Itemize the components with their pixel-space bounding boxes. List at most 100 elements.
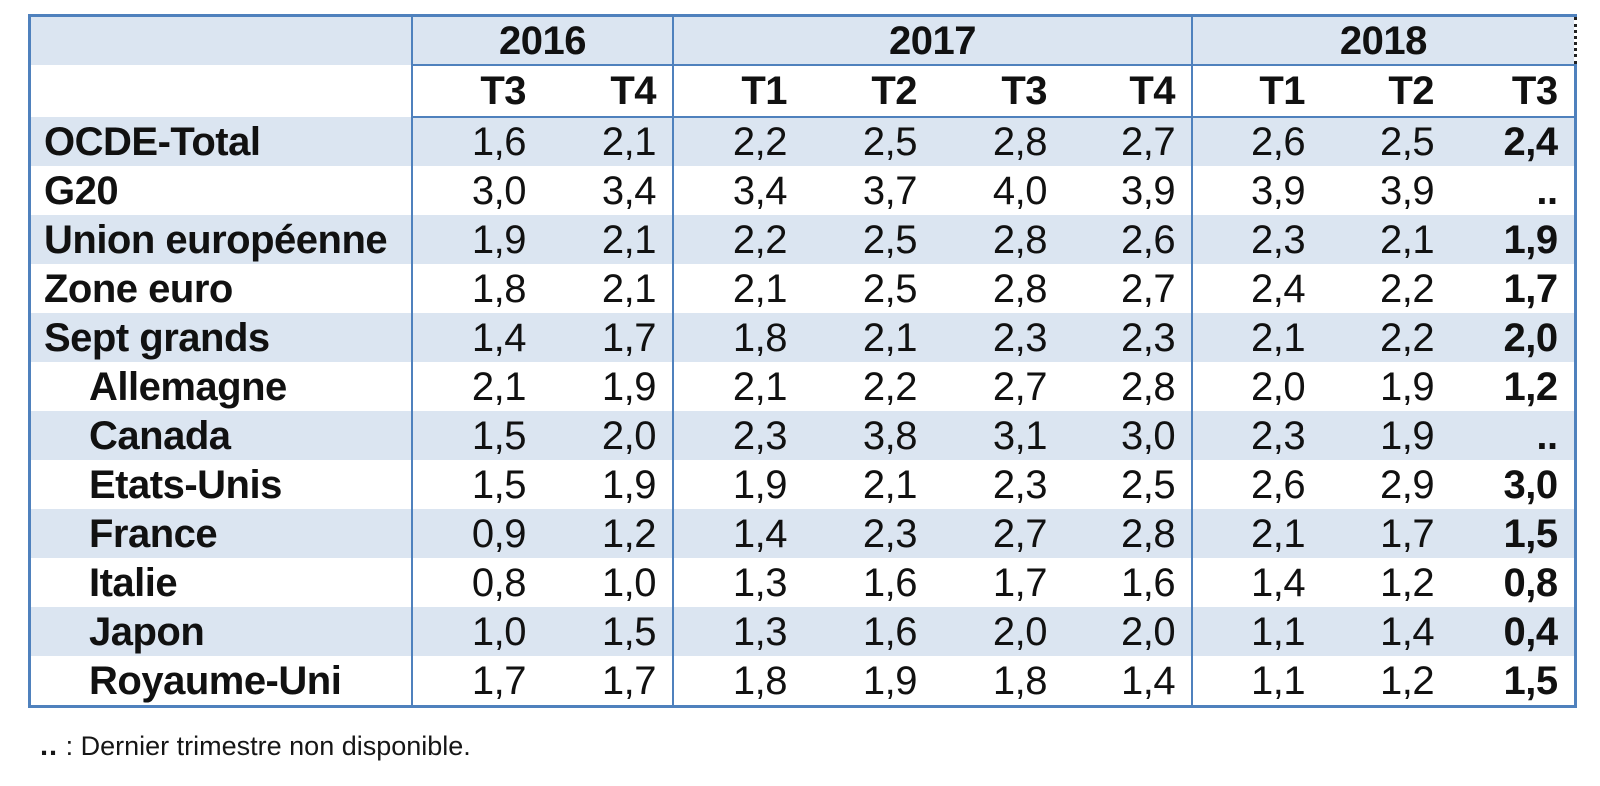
value-cell: 2,8 [1120,511,1176,556]
value-cell: 1,7 [601,315,657,360]
value-cell: 2,0 [1450,313,1577,362]
value-cell: 1,4 [1120,658,1176,703]
value-cell: 1,5 [1450,509,1577,558]
year-header-row: 2016 2017 2018 [31,17,1577,66]
value-cell: 1,2 [1379,658,1435,703]
value-cell: 2,1 [1191,509,1322,558]
value-cell: 2,2 [862,364,918,409]
value-cell: 1,4 [411,313,542,362]
value-cell: 2,7 [1120,266,1176,311]
value-cell: 1,6 [411,117,542,166]
value-cell: 1,4 [672,509,804,558]
value-cell: 2,1 [601,217,657,262]
value-cell: 2,1 [862,315,918,360]
row-label: France [89,511,218,556]
table-row: Sept grands 1,4 1,7 1,8 2,1 2,3 2,3 2,1 2,2 2,0 [31,313,1577,362]
quarter-header: T1 [1191,65,1322,118]
value-cell: 1,7 [1450,264,1577,313]
quarter-header: T3 [411,65,542,118]
value-cell: 1,2 [601,511,657,556]
value-cell: 3,1 [992,413,1048,458]
value-cell: 1,8 [672,656,804,705]
value-cell: 1,9 [1450,215,1577,264]
table-body: OCDE-Total 1,6 2,1 2,2 2,5 2,8 2,7 2,6 2,5 2,4 G20… [31,117,1577,705]
value-cell: 2,1 [601,120,657,164]
value-cell: 4,0 [992,168,1048,213]
value-cell: 3,9 [1120,168,1176,213]
value-cell: 2,3 [992,315,1048,360]
value-cell: 2,6 [1191,117,1322,166]
value-cell: 2,2 [1379,266,1435,311]
value-cell: 1,2 [1450,362,1577,411]
value-cell: 2,4 [1191,264,1322,313]
value-cell: 1,6 [1120,560,1176,605]
value-cell: 2,0 [1120,609,1176,654]
value-cell: 1,8 [411,264,542,313]
value-cell: 1,9 [672,460,804,509]
value-cell: 1,9 [1379,364,1435,409]
value-cell: 1,7 [992,560,1048,605]
quarter-header-row: T3 T4 T1 T2 T3 T4 T1 T2 T3 [31,65,1577,118]
value-cell: 2,2 [1379,315,1435,360]
value-cell: 1,8 [992,658,1048,703]
label-column-subheader [31,65,412,117]
quarter-header: T1 [672,65,804,118]
value-cell: 2,0 [1191,362,1322,411]
row-label: Italie [89,560,178,605]
value-cell: 2,5 [862,266,918,311]
value-cell: 1,5 [601,609,657,654]
value-cell: 2,6 [1191,460,1322,509]
value-cell: 2,0 [601,413,657,458]
table-row: Zone euro 1,8 2,1 2,1 2,5 2,8 2,7 2,4 2,2 1,7 [31,264,1577,313]
quarter-header: T3 [1450,65,1577,118]
value-cell: 2,1 [862,462,918,507]
value-cell: 1,0 [601,560,657,605]
value-cell: 1,3 [672,558,804,607]
row-label: Royaume-Uni [89,658,342,703]
value-cell: 1,4 [1379,609,1435,654]
footnote-symbol: .. [40,730,59,762]
quarter-header: T2 [803,65,934,118]
value-cell: 2,7 [1120,120,1176,164]
value-cell: 1,9 [1379,413,1435,458]
value-cell: 2,2 [672,215,804,264]
value-cell: 1,1 [1191,607,1322,656]
row-label: Zone euro [44,266,233,311]
table-row: OCDE-Total 1,6 2,1 2,2 2,5 2,8 2,7 2,6 2,5 2,4 [31,117,1577,166]
value-cell: 2,3 [1191,411,1322,460]
value-cell: 1,5 [411,411,542,460]
row-label: G20 [44,168,119,213]
value-cell: 1,7 [601,658,657,703]
value-cell: 1,3 [672,607,804,656]
value-cell: 2,1 [601,266,657,311]
value-cell: 1,9 [411,215,542,264]
value-cell: 2,5 [1379,120,1435,164]
value-cell: 1,7 [1379,511,1435,556]
value-cell: 2,3 [672,411,804,460]
value-cell: 2,3 [1120,315,1176,360]
value-cell: 2,1 [672,264,804,313]
value-cell: 2,1 [1191,313,1322,362]
table-row: Allemagne 2,1 1,9 2,1 2,2 2,7 2,8 2,0 1,9 1,2 [31,362,1577,411]
value-cell: 2,3 [1191,215,1322,264]
value-cell: 1,6 [862,609,918,654]
value-cell: 2,1 [411,362,542,411]
footnote-text: : Dernier trimestre non disponible. [58,731,471,761]
value-cell: 3,0 [1120,413,1176,458]
quarter-header: T4 [1063,65,1193,118]
row-label: Union européenne [44,217,388,262]
value-cell: 2,8 [992,266,1048,311]
value-cell: 1,4 [1191,558,1322,607]
row-label: Sept grands [44,315,270,360]
growth-table-container: 2016 2017 2018 T3 T4 T1 T2 T3 T4 T1 T2 T3 OCDE-Tot… [28,14,1577,708]
value-cell: 2,5 [862,120,918,164]
row-label: OCDE-Total [44,119,261,164]
value-cell: 0,4 [1450,607,1577,656]
footnote: .. : Dernier trimestre non disponible. [40,730,471,763]
year-header-2016: 2016 [410,17,674,66]
value-cell: 1,1 [1191,656,1322,705]
value-cell: 1,9 [601,462,657,507]
value-cell: 3,4 [672,166,804,215]
row-label: Etats-Unis [89,462,282,507]
